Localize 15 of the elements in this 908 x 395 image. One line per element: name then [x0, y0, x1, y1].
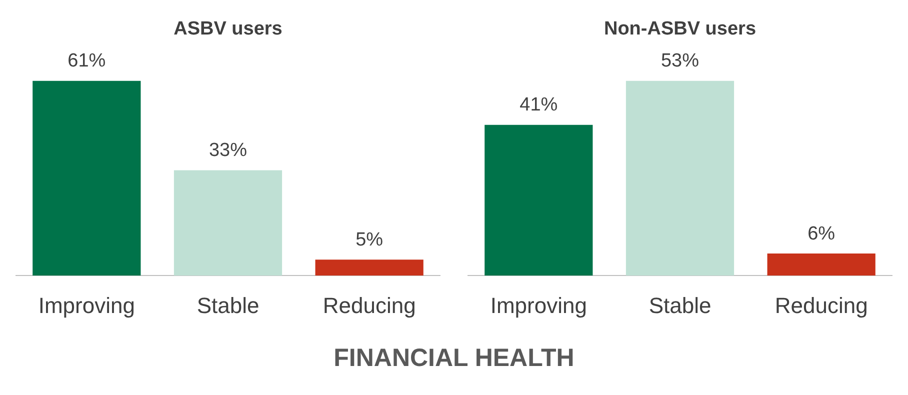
chart-title: ASBV users	[174, 18, 282, 40]
x-axis-title: FINANCIAL HEALTH	[332, 344, 576, 373]
data-label: 5%	[356, 229, 384, 250]
data-label: 33%	[208, 140, 248, 161]
x-tick-label: Improving	[490, 292, 587, 318]
x-tick-label: Improving	[38, 292, 135, 318]
x-tick-label: Stable	[648, 292, 712, 318]
data-label: 61%	[68, 50, 106, 72]
x-tick-label: Stable	[196, 292, 260, 318]
data-label: 53%	[660, 50, 700, 72]
x-tick-label: Reducing	[774, 292, 868, 318]
chart-title: Non-ASBV users	[604, 18, 756, 40]
data-label: 6%	[808, 223, 836, 244]
data-label: 41%	[520, 94, 558, 116]
x-tick-label: Reducing	[322, 292, 416, 318]
